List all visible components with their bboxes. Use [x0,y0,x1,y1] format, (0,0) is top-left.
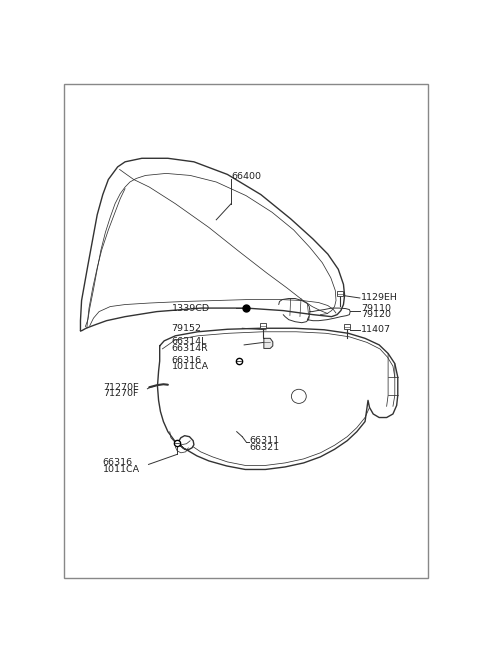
Text: 1011CA: 1011CA [172,362,209,371]
Text: 1011CA: 1011CA [103,465,140,474]
Text: 79120: 79120 [361,310,391,319]
Ellipse shape [291,389,306,403]
Text: 66316: 66316 [103,458,133,468]
Bar [337,291,343,297]
Text: 66321: 66321 [250,443,280,452]
Text: 66314L: 66314L [172,337,207,346]
Text: 1129EH: 1129EH [361,293,398,303]
Polygon shape [264,339,273,348]
Text: 66314R: 66314R [172,344,208,353]
Bar [260,323,266,328]
Text: 71270F: 71270F [103,389,138,398]
Text: 71270E: 71270E [103,383,139,392]
Text: 66400: 66400 [231,172,261,181]
Text: 79152: 79152 [172,324,202,333]
Text: 1339CD: 1339CD [172,303,210,312]
Text: 66316: 66316 [172,356,202,365]
Polygon shape [81,159,345,331]
Text: 11407: 11407 [361,325,391,334]
Polygon shape [157,328,398,470]
Bar [344,324,350,329]
Text: 66311: 66311 [250,436,280,445]
Text: 79110: 79110 [361,303,391,312]
